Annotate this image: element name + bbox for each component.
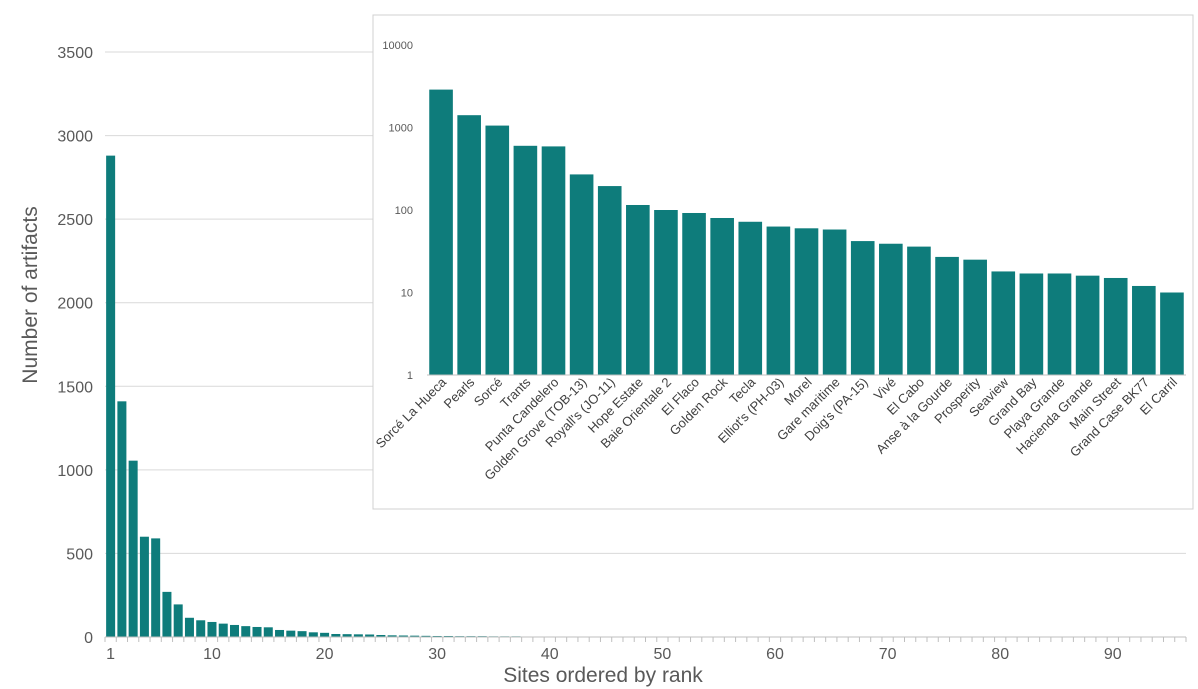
main-x-tick-marks — [104, 637, 1187, 642]
main-bar — [308, 632, 318, 637]
main-bar — [218, 623, 228, 637]
main-bar — [443, 635, 453, 637]
inset-bar — [1019, 273, 1044, 375]
main-x-axis-title: Sites ordered by rank — [503, 664, 703, 687]
main-x-tick-label: 30 — [428, 646, 446, 663]
main-bar — [286, 630, 296, 637]
main-bar — [376, 634, 386, 637]
main-bars — [106, 155, 1185, 637]
main-x-tick-label: 50 — [653, 646, 671, 663]
main-y-tick-label: 3500 — [57, 45, 93, 62]
inset-bar — [907, 246, 931, 375]
main-bar — [173, 604, 183, 637]
main-x-tick-label: 10 — [203, 646, 221, 663]
inset-y-tick-label: 10000 — [382, 40, 413, 52]
main-bar — [252, 626, 262, 637]
main-bar — [342, 634, 352, 637]
inset-bar — [710, 217, 734, 375]
inset-bar — [654, 210, 678, 375]
main-bar — [410, 635, 420, 637]
main-bar — [365, 634, 375, 637]
main-x-tick-labels: 1 10 20 30 40 50 60 70 80 90 — [106, 646, 1122, 663]
main-x-tick-label: 80 — [991, 646, 1009, 663]
inset-bar — [569, 174, 594, 375]
main-bar — [241, 626, 251, 637]
main-bar — [275, 629, 285, 637]
inset-bar — [850, 241, 875, 375]
main-y-tick-label: 3000 — [57, 129, 93, 146]
inset-bar — [485, 125, 510, 376]
main-x-tick-label: 70 — [879, 646, 897, 663]
inset-bar — [626, 204, 650, 375]
inset-y-tick-label: 1 — [407, 370, 413, 382]
inset-bar — [766, 226, 791, 375]
main-y-tick-label: 2500 — [57, 212, 93, 229]
inset-y-tick-label: 1000 — [389, 123, 413, 135]
main-bar — [263, 627, 273, 637]
main-x-tick-label: 40 — [541, 646, 559, 663]
inset-bar — [429, 89, 453, 375]
inset-bar — [1075, 275, 1100, 375]
inset-bar — [597, 186, 622, 375]
inset-bar — [991, 271, 1016, 375]
main-bar — [128, 460, 138, 637]
inset-bar — [738, 221, 763, 375]
main-bar — [207, 621, 217, 637]
main-chart: 0 500 1000 1500 2000 2500 3000 3500 1 10 20 30 40 50… — [19, 45, 1187, 687]
inset-y-tick-labels: 1 10 100 1000 10000 — [382, 40, 413, 382]
main-bar — [117, 401, 127, 637]
main-bar — [320, 632, 330, 637]
main-bar — [151, 538, 161, 637]
main-bar — [432, 635, 442, 637]
main-bar — [353, 634, 363, 637]
main-y-tick-label: 1500 — [57, 379, 93, 396]
main-y-tick-label: 500 — [66, 546, 93, 563]
main-bar — [184, 617, 194, 637]
inset-bar — [822, 229, 847, 375]
inset-bar — [1103, 277, 1128, 375]
inset-bar — [794, 228, 819, 375]
main-bar — [106, 155, 116, 637]
main-bar — [162, 591, 172, 637]
inset-bar — [1132, 285, 1156, 375]
main-y-tick-label: 2000 — [57, 296, 93, 313]
inset-bar — [457, 115, 481, 375]
main-y-tick-labels: 0 500 1000 1500 2000 2500 3000 3500 — [57, 45, 93, 647]
main-bar — [229, 624, 239, 637]
main-y-tick-label: 0 — [84, 630, 93, 647]
main-bar — [398, 635, 408, 637]
main-bar — [139, 536, 149, 637]
main-y-tick-label: 1000 — [57, 463, 93, 480]
main-bar — [421, 635, 431, 637]
inset-bar — [682, 212, 706, 375]
inset-bar — [935, 256, 959, 375]
inset-bar — [963, 259, 987, 375]
inset-y-tick-label: 100 — [395, 205, 413, 217]
inset-bar — [541, 146, 566, 375]
inset-bar — [1160, 292, 1184, 375]
inset-bar — [879, 243, 903, 375]
main-bar — [387, 635, 397, 637]
main-bar — [331, 633, 341, 637]
main-bar — [297, 631, 307, 637]
main-x-tick-label: 1 — [106, 646, 115, 663]
inset-bar — [1047, 273, 1072, 375]
main-bar — [196, 620, 206, 637]
main-x-tick-label: 90 — [1104, 646, 1122, 663]
main-x-tick-label: 20 — [316, 646, 334, 663]
inset-y-tick-label: 10 — [401, 288, 413, 300]
inset-bars — [429, 89, 1184, 376]
main-y-axis-title: Number of artifacts — [19, 206, 42, 383]
inset-bar — [513, 145, 538, 375]
main-x-tick-label: 60 — [766, 646, 784, 663]
